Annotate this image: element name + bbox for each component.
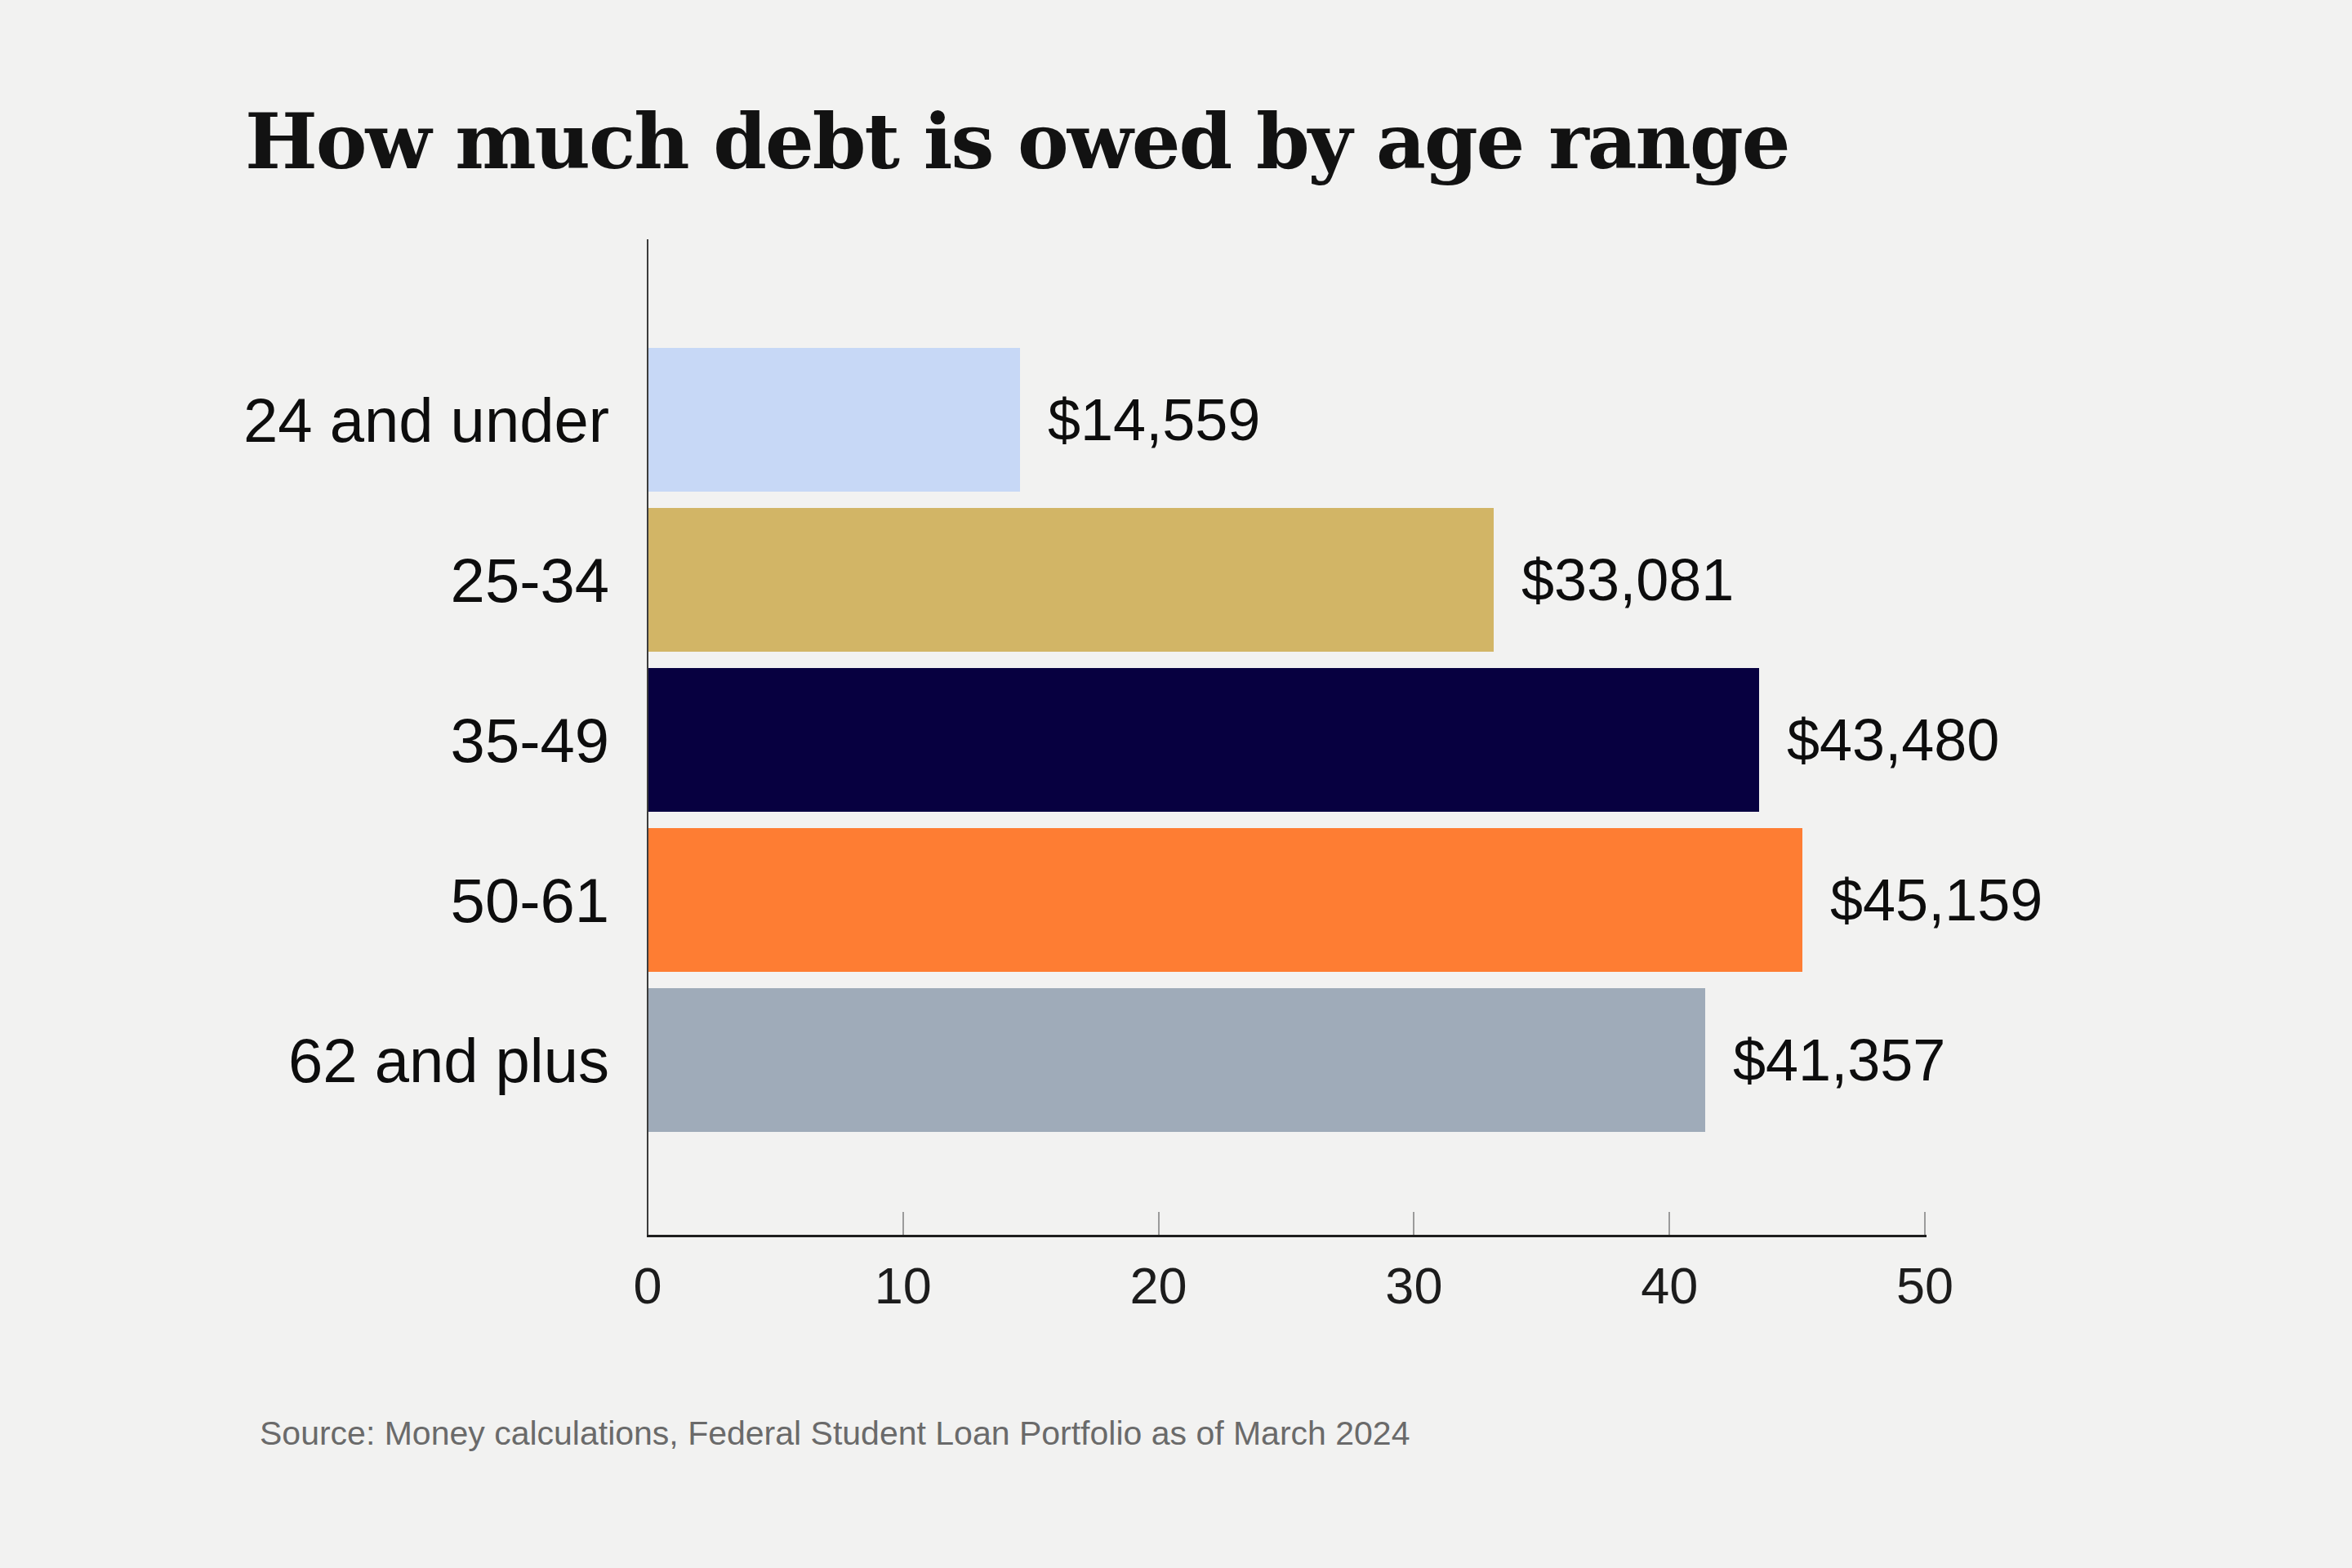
x-axis-line (647, 1235, 1927, 1237)
category-label: 24 and under (0, 348, 609, 492)
category-label: 35-49 (0, 668, 609, 812)
value-label: $33,081 (1521, 508, 1734, 652)
x-tick-label: 20 (1130, 1256, 1187, 1315)
value-label: $43,480 (1787, 668, 1999, 812)
x-tick-label: 30 (1385, 1256, 1442, 1315)
x-tick-label: 50 (1896, 1256, 1953, 1315)
x-tick-label: 0 (633, 1256, 662, 1315)
chart-figure: How much debt is owed by age range 24 an… (0, 0, 2352, 1568)
category-label: 50-61 (0, 828, 609, 972)
bar (648, 668, 1759, 812)
x-tick-label: 10 (875, 1256, 932, 1315)
source-note: Source: Money calculations, Federal Stud… (260, 1414, 1410, 1453)
bar (648, 348, 1020, 492)
x-tick-mark (1668, 1212, 1670, 1235)
category-label: 25-34 (0, 508, 609, 652)
value-label: $14,559 (1048, 348, 1260, 492)
value-label: $45,159 (1830, 828, 2042, 972)
x-tick-mark (1924, 1212, 1926, 1235)
x-tick-mark (902, 1212, 904, 1235)
x-tick-label: 40 (1641, 1256, 1698, 1315)
x-tick-mark (1413, 1212, 1414, 1235)
category-label: 62 and plus (0, 988, 609, 1132)
bar (648, 988, 1705, 1132)
bar (648, 508, 1494, 652)
plot-area: 24 and under $14,559 25-34 $33,081 35-49 $43,… (0, 0, 2352, 1568)
value-label: $41,357 (1733, 988, 1945, 1132)
y-axis-line (647, 239, 648, 1237)
x-tick-mark (1158, 1212, 1160, 1235)
bar (648, 828, 1802, 972)
